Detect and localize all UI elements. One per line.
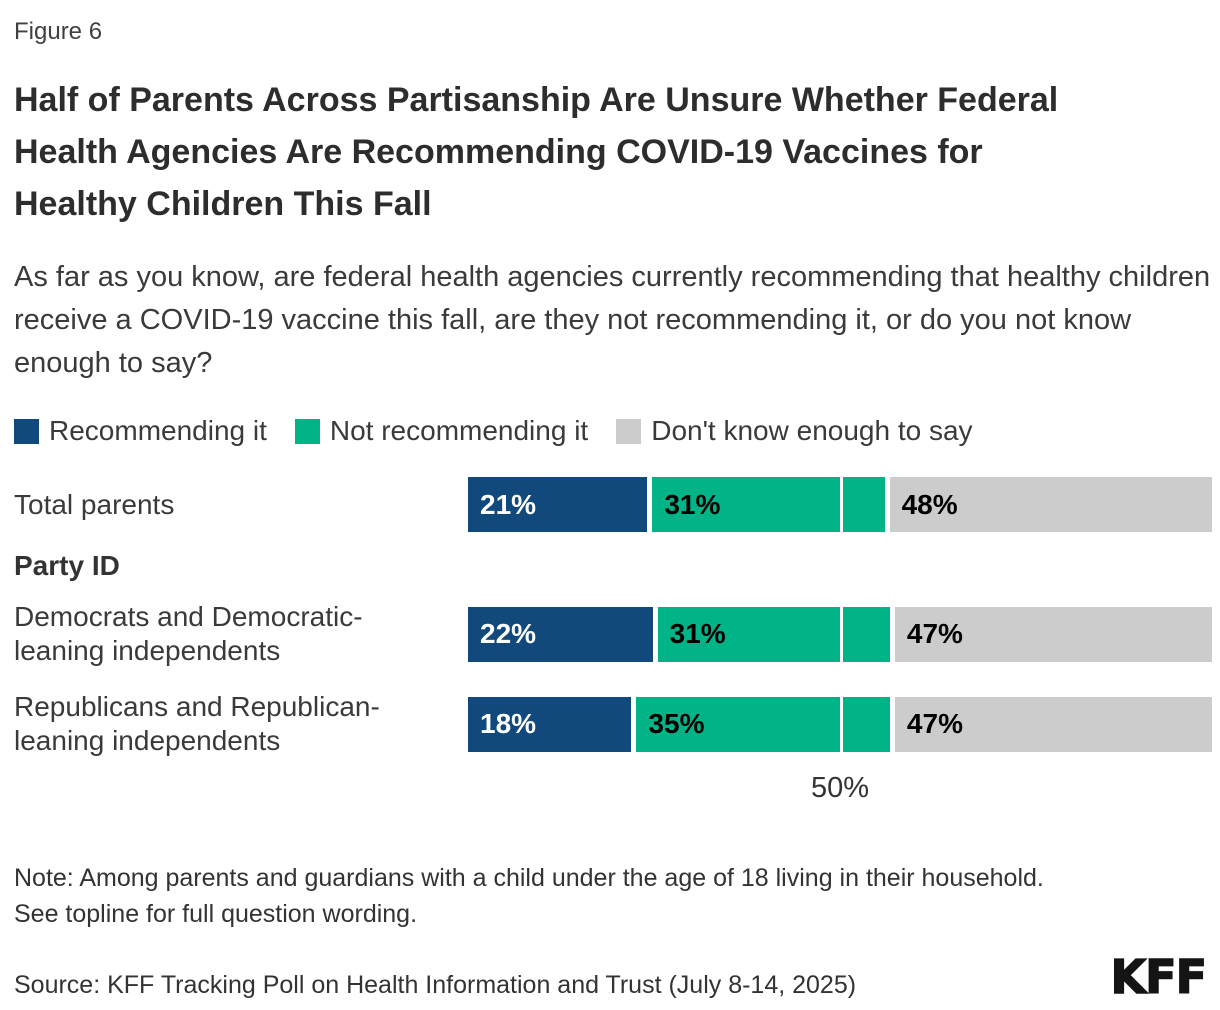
gridline-50pct [840, 606, 843, 662]
bar-republicans: 18% 35% 47% [468, 696, 1212, 752]
chart-title: Half of Parents Across Partisanship Are … [14, 81, 1059, 223]
legend-label: Don't know enough to say [651, 415, 973, 446]
bar-segment-not-recommending: 35% [636, 696, 890, 752]
bar-segment-dont-know: 47% [894, 606, 1212, 662]
segment-value-label: 31% [664, 488, 721, 520]
bar-segment-not-recommending: 31% [657, 606, 890, 662]
row-label: Republicans and Republican- leaning inde… [14, 691, 380, 756]
legend-item-not-recommending: Not recommending it [294, 415, 589, 447]
figure-page: Figure 6 Half of Parents Across Partisan… [14, 18, 1212, 1001]
bar-row-total-parents: Total parents 21% 31% 48% [14, 477, 1212, 532]
legend-swatch-green [294, 418, 320, 444]
legend-swatch-blue [14, 418, 39, 444]
gridline-50pct [840, 696, 843, 752]
segment-value-label: 21% [480, 488, 537, 520]
segment-value-label: 22% [480, 618, 537, 649]
figure-footer: Note: Among parents and guardians with a… [14, 860, 1208, 1004]
bar-segment-recommending: 21% [468, 477, 648, 532]
bar-segment-recommending: 22% [468, 606, 653, 662]
legend-swatch-gray [616, 418, 642, 444]
chart-legend: Recommending it Not recommending it Don'… [14, 415, 1212, 447]
segment-value-label: 18% [480, 708, 537, 739]
source-text: Source: KFF Tracking Poll on Health Info… [14, 971, 857, 999]
bar-segment-not-recommending: 31% [652, 477, 885, 532]
segment-value-label: 47% [906, 618, 963, 649]
bar-segment-recommending: 18% [468, 696, 632, 752]
kff-logo: KFF [1110, 950, 1208, 1004]
legend-label: Not recommending it [329, 415, 589, 446]
legend-item-dont-know: Don't know enough to say [616, 415, 973, 447]
bar-row-republicans: Republicans and Republican- leaning inde… [14, 690, 1212, 758]
axis-tick-50: 50% [810, 772, 870, 804]
bar-total-parents: 21% 31% 48% [468, 477, 1212, 532]
legend-item-recommending: Recommending it [14, 415, 267, 447]
bar-democrats: 22% 31% 47% [468, 606, 1212, 662]
note-text: Note: Among parents and guardians with a… [14, 864, 1044, 928]
section-header-party-id: Party ID [14, 550, 120, 581]
segment-value-label: 48% [901, 488, 958, 520]
stacked-bar-chart: Total parents 21% 31% 48% Par [14, 477, 1212, 808]
figure-number: Figure 6 [14, 18, 103, 45]
bar-row-democrats: Democrats and Democratic- leaning indepe… [14, 600, 1212, 668]
row-label: Democrats and Democratic- leaning indepe… [14, 601, 363, 666]
segment-value-label: 31% [669, 618, 726, 649]
bar-segment-dont-know: 48% [889, 477, 1212, 532]
x-axis: 50% [14, 772, 1212, 808]
segment-value-label: 35% [648, 708, 705, 739]
bar-segment-dont-know: 47% [894, 696, 1212, 752]
row-label: Total parents [14, 488, 175, 520]
segment-value-label: 47% [906, 708, 963, 739]
chart-subtitle: As far as you know, are federal health a… [14, 261, 1211, 379]
gridline-50pct [840, 477, 843, 532]
legend-label: Recommending it [49, 415, 267, 446]
